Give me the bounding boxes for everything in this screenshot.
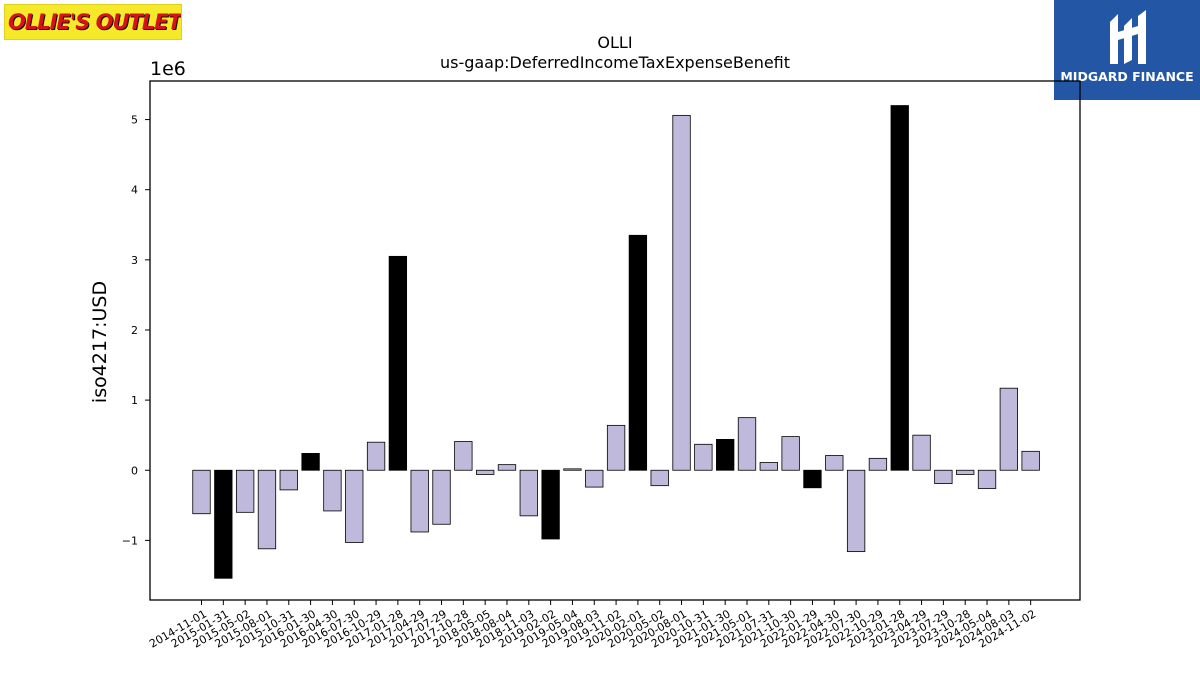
y-axis-label: iso4217:USD: [89, 281, 111, 403]
bar-2017-07-29: [432, 469, 451, 525]
bar-2022-04-30: [825, 455, 844, 471]
ollies-logo: OLLIE'S OUTLET: [4, 4, 182, 40]
bar-2015-05-02: [235, 469, 255, 513]
y-axis: −1 0 1 2 3 4 5: [122, 114, 150, 547]
chart-subtitle: us-gaap:DeferredIncomeTaxExpenseBenefit: [440, 53, 790, 72]
y-tick-label: 0: [131, 464, 138, 477]
bar-2023-10-28: [956, 469, 975, 475]
bar-2018-08-04: [497, 464, 517, 471]
bar-2016-07-30: [345, 469, 364, 543]
x-axis: 2014-11-012015-01-312015-05-022015-08-01…: [147, 600, 1038, 651]
midgard-logo-icon: [1110, 10, 1146, 64]
bar-2024-11-02: [1021, 450, 1040, 471]
bar-2022-07-30: [846, 469, 866, 553]
bar-2024-05-04: [977, 469, 997, 489]
plot-frame: [149, 80, 1081, 601]
y-scale-label: 1e6: [150, 58, 186, 80]
bar-2021-05-01: [737, 417, 757, 471]
bar-2015-01-31: [214, 469, 233, 579]
bar-2024-08-03: [999, 387, 1018, 471]
y-tick-label: 4: [131, 184, 138, 197]
bar-2023-07-29: [934, 469, 953, 484]
bar-2017-04-29: [410, 469, 429, 533]
midgard-finance-logo: MIDGARD FINANCE: [1054, 0, 1200, 100]
midgard-logo-text: MIDGARD FINANCE: [1060, 69, 1194, 84]
bar-2019-08-03: [585, 469, 604, 488]
bar-2023-01-28: [890, 105, 909, 471]
bar-2017-10-28: [454, 441, 473, 471]
bar-2021-01-30: [716, 438, 735, 471]
bar-2020-10-31: [694, 443, 713, 471]
bar-2023-04-29: [912, 434, 931, 471]
bar-2018-11-03: [519, 469, 538, 517]
bar-2022-10-29: [868, 457, 888, 471]
bar-2018-05-05: [476, 469, 495, 475]
bar-2020-02-01: [628, 234, 648, 471]
bar-2017-01-28: [388, 255, 408, 471]
y-tick-label: 5: [131, 114, 138, 127]
y-tick-label: 1: [131, 394, 138, 407]
bar-2019-05-04: [563, 468, 582, 471]
bar-2022-01-29: [803, 469, 822, 489]
ollies-logo-text: OLLIE'S OUTLET: [8, 10, 181, 34]
bar-2019-02-02: [541, 469, 560, 540]
y-tick-label: −1: [122, 534, 138, 547]
bar-2016-01-30: [301, 453, 320, 471]
bar-2015-08-01: [257, 469, 277, 550]
bar-2020-08-01: [672, 114, 691, 471]
bar-2021-07-31: [759, 462, 778, 471]
bars-group: [192, 105, 1040, 579]
bar-2016-10-29: [366, 441, 386, 471]
y-tick-label: 3: [131, 254, 138, 267]
y-tick-label: 2: [131, 324, 138, 337]
bar-2019-11-02: [606, 424, 626, 471]
bar-2020-05-02: [650, 469, 669, 487]
bar-2014-11-01: [192, 469, 211, 515]
bar-2021-10-30: [781, 436, 800, 471]
bar-2016-04-30: [323, 469, 342, 512]
chart-title: OLLI: [597, 33, 632, 52]
bar-2015-10-31: [279, 469, 298, 491]
